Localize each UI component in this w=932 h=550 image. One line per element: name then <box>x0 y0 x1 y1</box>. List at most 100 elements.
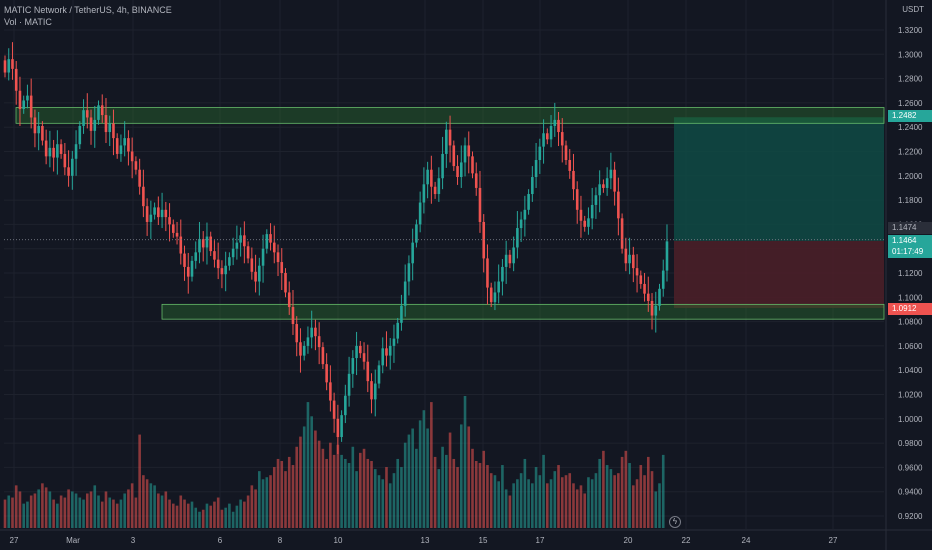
x-tick-label: 13 <box>421 536 430 545</box>
candle-body <box>97 105 100 120</box>
volume-bar <box>306 402 310 528</box>
volume-bar <box>456 467 459 528</box>
candle-body <box>471 156 474 174</box>
volume-bar <box>594 473 598 528</box>
long-position-tool[interactable] <box>674 117 884 308</box>
candle-body <box>493 292 497 303</box>
candle-body <box>415 224 418 243</box>
volume-bar <box>609 469 613 528</box>
stop-loss-area <box>674 240 884 308</box>
volume-bar <box>67 489 70 528</box>
volume-bar <box>59 495 63 528</box>
volume-bar <box>280 460 284 528</box>
profit-target-area <box>674 117 884 241</box>
candle-body <box>403 281 407 306</box>
candle-body <box>445 129 448 154</box>
volume-bar <box>598 458 601 528</box>
candle-body <box>381 348 385 366</box>
volume-bar <box>519 473 523 528</box>
candle-body <box>628 254 631 264</box>
volume-bar <box>587 477 590 528</box>
candle-body <box>448 129 452 146</box>
candle-body <box>366 361 370 382</box>
candle-body <box>138 169 141 187</box>
volume-bar <box>314 430 317 528</box>
volume-bar <box>243 501 246 528</box>
volume-bar <box>426 428 429 528</box>
candle-body <box>14 68 18 91</box>
volume-bar <box>463 396 467 528</box>
volume-bar <box>370 460 373 528</box>
volume-legend[interactable]: Vol · MATIC <box>4 17 52 27</box>
candle-body <box>310 327 313 338</box>
volume-bar <box>29 495 33 528</box>
y-tick-label: 1.2200 <box>898 148 923 157</box>
candle-body <box>497 281 500 293</box>
candle-body <box>157 207 160 218</box>
volume-bar <box>643 475 646 528</box>
candle-body <box>639 275 643 284</box>
candle-body <box>355 345 358 359</box>
volume-bar <box>512 483 515 528</box>
volume-bar <box>123 493 126 528</box>
volume-bar <box>504 489 508 528</box>
volume-bar <box>602 450 605 528</box>
volume-bar <box>291 465 295 528</box>
volume-bar <box>478 463 482 528</box>
candle-body <box>123 138 126 146</box>
upper-zone-price-label: 1.2482 <box>888 110 932 122</box>
candle-body <box>22 100 25 109</box>
candle-body <box>433 186 437 195</box>
candle-body <box>422 184 426 203</box>
candle-body <box>299 342 302 356</box>
volume-bar <box>355 471 358 528</box>
volume-bar <box>650 471 654 528</box>
volume-bar <box>575 489 579 528</box>
candle-body <box>119 145 123 154</box>
candle-body <box>482 221 486 259</box>
volume-bar <box>377 475 381 528</box>
y-tick-label: 0.9200 <box>898 512 923 521</box>
volume-bar <box>265 477 269 528</box>
candle-body <box>127 138 130 152</box>
candle-body <box>306 337 310 346</box>
volume-bar <box>205 503 209 528</box>
volume-bar <box>448 432 452 528</box>
x-tick-label: 6 <box>218 536 223 545</box>
candle-body <box>179 236 183 254</box>
candle-body <box>546 133 549 140</box>
volume-bar <box>115 503 119 528</box>
candle-body <box>115 138 119 154</box>
y-tick-label: 1.0400 <box>898 366 923 375</box>
volume-bar <box>403 442 407 528</box>
time-axis[interactable]: 27 Mar 3 6 8 10 13 15 17 20 22 24 27 <box>10 536 838 545</box>
volume-bar <box>459 424 463 528</box>
volume-bar <box>400 467 403 528</box>
volume-bar <box>508 495 512 528</box>
candle-body <box>504 254 508 267</box>
candle-body <box>272 242 276 253</box>
candle-body <box>437 178 441 195</box>
candle-body <box>329 382 332 401</box>
candle-body <box>336 418 340 438</box>
lightning-icon[interactable]: ϟ <box>669 516 681 528</box>
price-axis[interactable]: 1.3200 1.3000 1.2800 1.2600 1.2400 1.2200 1.20… <box>898 26 923 521</box>
candle-body <box>643 283 646 294</box>
volume-bar <box>198 511 201 528</box>
volume-bar <box>366 458 370 528</box>
volume-bar <box>332 454 336 528</box>
candle-body <box>134 161 138 170</box>
candle-body <box>317 336 321 348</box>
candle-body <box>93 119 97 131</box>
candle-body <box>501 266 504 282</box>
candle-body <box>302 345 306 356</box>
candles <box>3 42 669 455</box>
candle-body <box>347 373 351 396</box>
volume-bar <box>534 467 538 528</box>
candle-body <box>549 125 553 140</box>
volume-bar <box>127 489 130 528</box>
symbol-title[interactable]: MATIC Network / TetherUS, 4h, BINANCE <box>4 5 172 15</box>
candle-body <box>602 184 605 188</box>
x-tick-label: 17 <box>536 536 545 545</box>
